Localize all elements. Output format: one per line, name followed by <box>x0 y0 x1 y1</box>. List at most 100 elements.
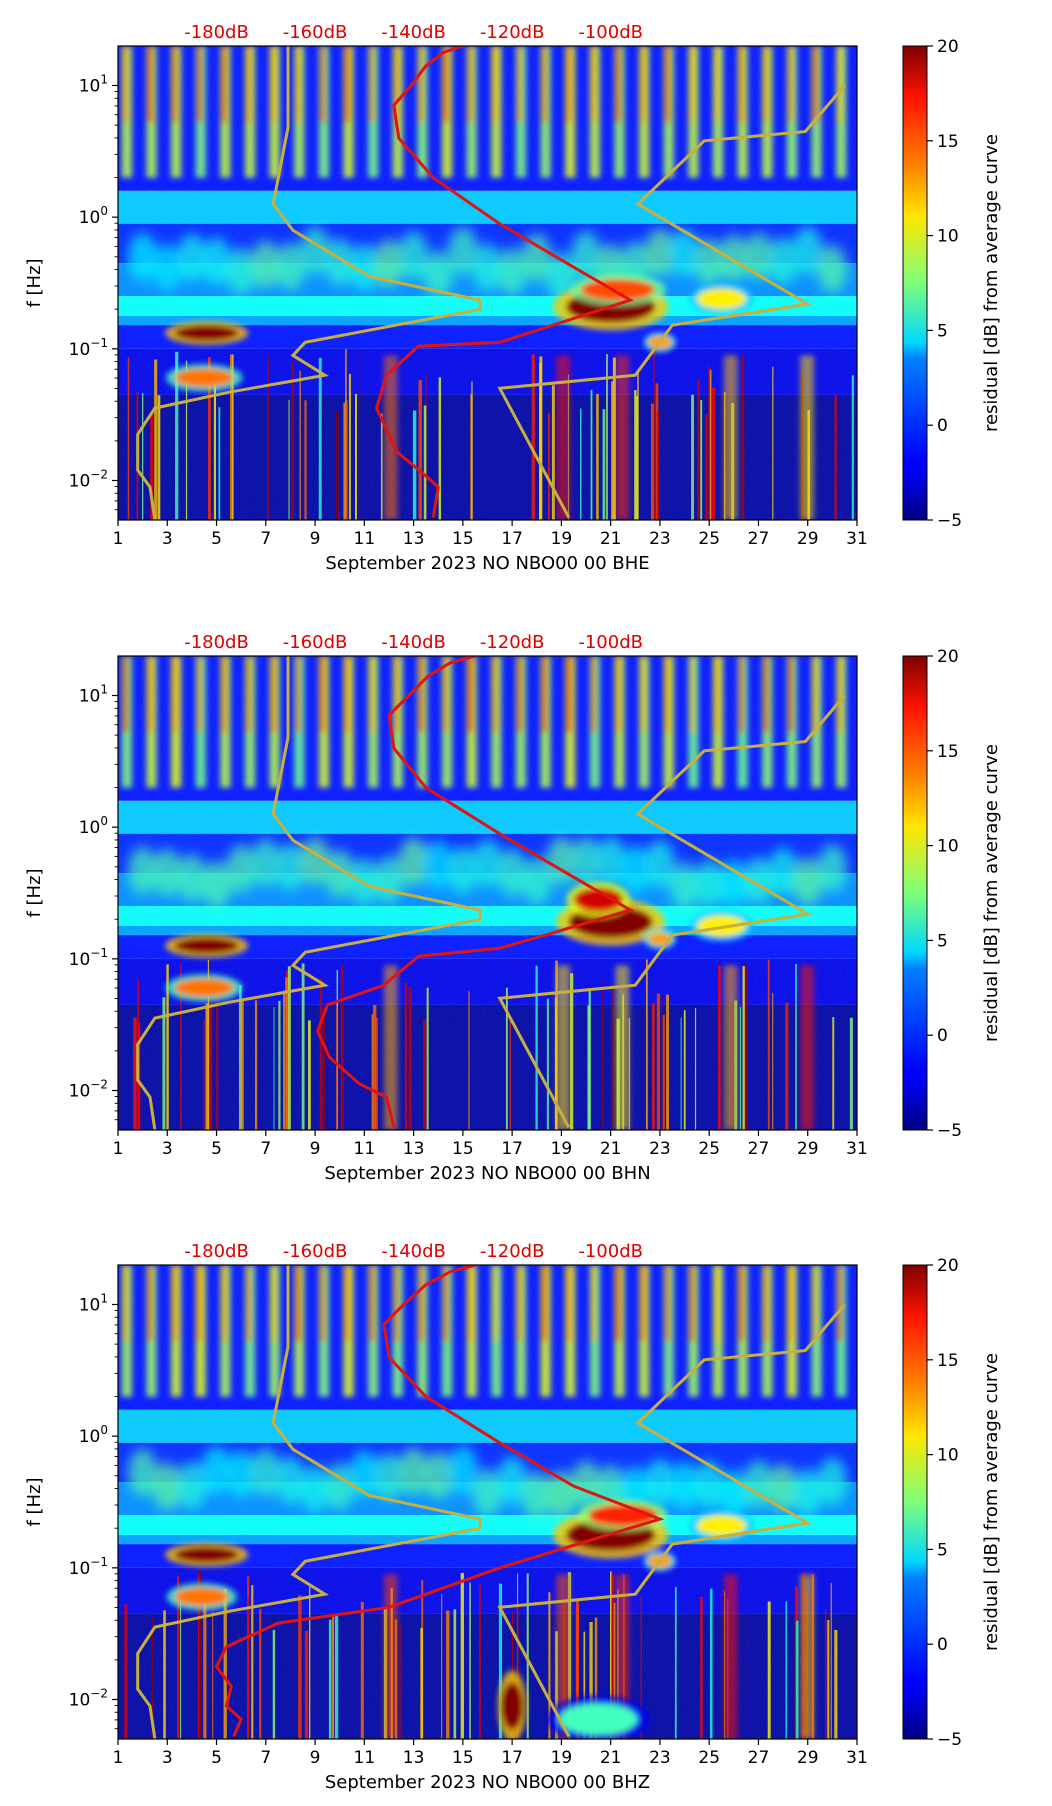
colorbar-gradient <box>902 45 928 521</box>
db-scale-label: -140dB <box>381 632 446 653</box>
db-scale-label: -180dB <box>184 632 249 653</box>
x-tick-label: 17 <box>501 529 523 549</box>
db-scale-label: -140dB <box>381 1241 446 1262</box>
colorbar-tick-label: 10 <box>937 227 959 247</box>
y-tick-label: 101 <box>79 683 108 707</box>
x-tick-label: 5 <box>211 1139 222 1159</box>
x-tick-label: 29 <box>797 529 819 549</box>
plot-frame <box>117 655 858 1131</box>
db-scale-label: -140dB <box>381 22 446 43</box>
db-scale-label: -180dB <box>184 1241 249 1262</box>
colorbar-tick-label: 10 <box>937 837 959 857</box>
x-tick-label: 1 <box>113 529 124 549</box>
daily-stripes <box>121 46 847 178</box>
y-tick-label: 101 <box>79 73 108 97</box>
x-tick-label: 15 <box>452 1139 474 1159</box>
x-tick-label: 27 <box>748 1748 770 1768</box>
x-tick-label: 31 <box>846 1748 868 1768</box>
x-tick-label: 13 <box>403 1139 425 1159</box>
colorbar-label: residual [dB] from average curve <box>981 134 1002 432</box>
y-tick-label: 10−1 <box>69 1555 108 1579</box>
colorbar-tick-label: 20 <box>937 1256 959 1276</box>
x-tick-label: 27 <box>748 529 770 549</box>
low-noise-model-curve <box>136 656 482 1130</box>
median-psd-curve <box>214 1265 665 1737</box>
x-tick-label: 3 <box>162 529 173 549</box>
x-tick-label: 3 <box>162 1748 173 1768</box>
y-tick-label: 10−1 <box>69 336 108 360</box>
db-scale-label: -120dB <box>480 22 545 43</box>
x-tick-label: 21 <box>600 1139 622 1159</box>
x-tick-label: 9 <box>310 1139 321 1159</box>
x-tick-label: 25 <box>698 1748 720 1768</box>
x-tick-label: 17 <box>501 1748 523 1768</box>
x-tick-label: 11 <box>354 1139 376 1159</box>
x-tick-label: 29 <box>797 1748 819 1768</box>
x-tick-label: 23 <box>649 1748 671 1768</box>
hotspot-4 <box>696 1515 747 1537</box>
hotspot-3 <box>573 887 623 912</box>
x-tick-label: 31 <box>846 1139 868 1159</box>
low-noise-model-curve <box>136 1265 482 1739</box>
y-tick-label: 10−2 <box>69 468 108 492</box>
db-scale-label: -160dB <box>283 22 348 43</box>
x-tick-label: 15 <box>452 1748 474 1768</box>
colorbar-tick-label: 0 <box>937 1026 948 1046</box>
high-noise-model-curve <box>497 694 846 1129</box>
x-tick-label: 23 <box>649 1139 671 1159</box>
colorbar-tick-label: 20 <box>937 647 959 667</box>
x-tick-label: 11 <box>354 1748 376 1768</box>
high-noise-model-curve <box>497 1303 846 1738</box>
x-axis-label: September 2023 NO NBO00 00 BHZ <box>325 1772 650 1793</box>
x-tick-label: 11 <box>354 529 376 549</box>
db-scale-label: -100dB <box>578 632 643 653</box>
x-tick-label: 19 <box>551 1139 573 1159</box>
hotspots <box>165 881 754 1002</box>
x-tick-label: 25 <box>698 529 720 549</box>
db-scale-label: -160dB <box>283 1241 348 1262</box>
colorbar-tick-label: 15 <box>937 742 959 762</box>
x-tick-label: 5 <box>211 529 222 549</box>
db-scale-label: -120dB <box>480 632 545 653</box>
hotspot-0 <box>174 325 239 341</box>
x-tick-label: 17 <box>501 1139 523 1159</box>
hotspot-0 <box>174 1546 239 1563</box>
x-tick-label: 13 <box>403 529 425 549</box>
plot-frame <box>117 1264 858 1740</box>
y-axis-label: f [Hz] <box>24 1477 45 1526</box>
colorbar-tick-label: 20 <box>937 37 959 57</box>
x-tick-label: 25 <box>698 1139 720 1159</box>
colorbar-tick-label: 0 <box>937 416 948 436</box>
x-tick-label: 21 <box>600 529 622 549</box>
colorbar-label: residual [dB] from average curve <box>981 1353 1002 1651</box>
db-scale-label: -160dB <box>283 632 348 653</box>
colorbar: 20 15 10 5 0 −5 residual [dB] from average cur… <box>902 1256 1002 1750</box>
x-tick-label: 29 <box>797 1139 819 1159</box>
colorbar-tick-label: 10 <box>937 1446 959 1466</box>
hotspot-4 <box>696 288 747 310</box>
y-tick-label: 10−1 <box>69 946 108 970</box>
heatmap-area <box>118 656 857 1130</box>
hotspot-7 <box>558 1703 638 1736</box>
x-tick-label: 9 <box>310 529 321 549</box>
db-scale-label: -120dB <box>480 1241 545 1262</box>
median-psd-curve <box>315 656 635 1128</box>
colorbar-tick-label: 5 <box>937 931 948 951</box>
db-scale-label: -100dB <box>578 1241 643 1262</box>
hotspot-1 <box>174 1587 229 1607</box>
colorbar-tick-label: 15 <box>937 1351 959 1371</box>
x-tick-label: 5 <box>211 1748 222 1768</box>
x-tick-label: 21 <box>600 1748 622 1768</box>
y-tick-label: 100 <box>79 1423 108 1447</box>
colorbar-tick-label: −5 <box>937 511 962 531</box>
x-tick-label: 7 <box>260 1139 271 1159</box>
y-tick-label: 100 <box>79 204 108 228</box>
x-tick-label: 23 <box>649 529 671 549</box>
x-tick-label: 15 <box>452 529 474 549</box>
hotspot-4 <box>696 915 747 937</box>
heatmap-area <box>118 1265 857 1739</box>
low-noise-model-curve <box>136 46 482 520</box>
